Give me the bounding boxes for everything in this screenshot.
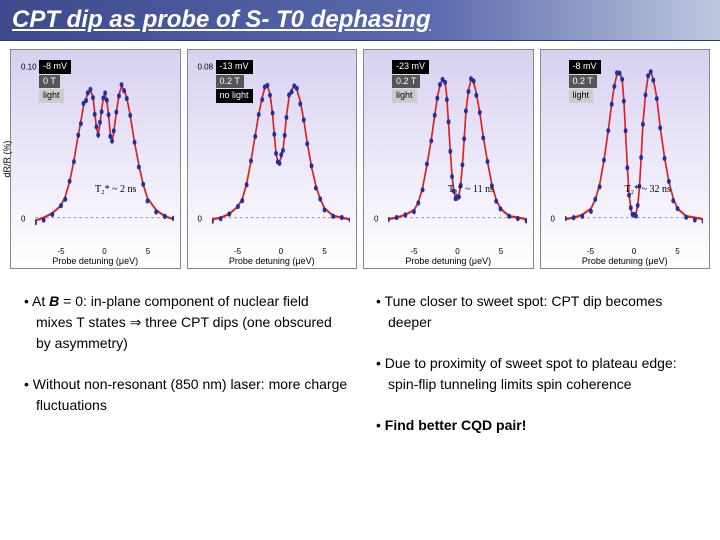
chart-3: -8 mV0.2 Tlight T₂* ~ 32 ns Probe detuning… bbox=[540, 49, 711, 269]
chart-1: -13 mV0.2 Tno lightProbe detuning (μeV)0… bbox=[187, 49, 358, 269]
bullet-item: Due to proximity of sweet spot to platea… bbox=[372, 353, 700, 395]
x-tick: 0 bbox=[102, 247, 106, 256]
info-line: 0.2 T bbox=[216, 75, 244, 89]
info-line: light bbox=[569, 89, 594, 103]
bullet-item: At B = 0: in-plane component of nuclear … bbox=[20, 291, 348, 354]
info-line: 0 T bbox=[39, 75, 60, 89]
x-tick: -5 bbox=[234, 247, 241, 256]
t2-label: T₂* ~ 32 ns bbox=[625, 184, 671, 195]
info-line: -8 mV bbox=[39, 60, 71, 74]
bullets-section: At B = 0: in-plane component of nuclear … bbox=[0, 273, 720, 456]
info-line: light bbox=[392, 89, 417, 103]
x-axis-label: Probe detuning (μeV) bbox=[52, 256, 138, 266]
info-line: -23 mV bbox=[392, 60, 429, 74]
x-tick: -5 bbox=[587, 247, 594, 256]
t2-label: T₂* ~ 11 ns bbox=[448, 184, 494, 195]
x-tick: 5 bbox=[146, 247, 150, 256]
chart-info-box: -8 mV0 Tlight bbox=[39, 60, 71, 104]
info-line: -8 mV bbox=[569, 60, 601, 74]
y-tick: 0.10 bbox=[21, 63, 37, 72]
chart-info-box: -13 mV0.2 Tno light bbox=[216, 60, 253, 104]
charts-row: -8 mV0 TlightT₂* ~ 2 nsdR/R (%)Probe det… bbox=[0, 41, 720, 273]
x-tick: 5 bbox=[499, 247, 503, 256]
x-tick: 0 bbox=[279, 247, 283, 256]
x-tick: 0 bbox=[455, 247, 459, 256]
slide-title: CPT dip as probe of S- T0 dephasing bbox=[12, 6, 431, 33]
left-column: At B = 0: in-plane component of nuclear … bbox=[20, 291, 348, 456]
x-tick: 5 bbox=[322, 247, 326, 256]
bullet-item: Tune closer to sweet spot: CPT dip becom… bbox=[372, 291, 700, 333]
info-line: -13 mV bbox=[216, 60, 253, 74]
bullet-item: Find better CQD pair! bbox=[372, 415, 700, 436]
y-axis-label: dR/R (%) bbox=[2, 140, 12, 177]
y-tick: 0 bbox=[374, 215, 378, 224]
x-tick: -5 bbox=[411, 247, 418, 256]
y-tick: 0 bbox=[551, 215, 555, 224]
chart-info-box: -8 mV0.2 Tlight bbox=[569, 60, 601, 104]
x-axis-label: Probe detuning (μeV) bbox=[229, 256, 315, 266]
x-tick: 0 bbox=[632, 247, 636, 256]
info-line: no light bbox=[216, 89, 253, 103]
info-line: 0.2 T bbox=[392, 75, 420, 89]
chart-0: -8 mV0 TlightT₂* ~ 2 nsdR/R (%)Probe det… bbox=[10, 49, 181, 269]
y-tick: 0.08 bbox=[198, 63, 214, 72]
info-line: 0.2 T bbox=[569, 75, 597, 89]
bullet-item: Without non-resonant (850 nm) laser: mor… bbox=[20, 374, 348, 416]
x-axis-label: Probe detuning (μeV) bbox=[405, 256, 491, 266]
x-tick: 5 bbox=[675, 247, 679, 256]
y-tick: 0 bbox=[198, 215, 202, 224]
right-column: Tune closer to sweet spot: CPT dip becom… bbox=[372, 291, 700, 456]
info-line: light bbox=[39, 89, 64, 103]
title-bar: CPT dip as probe of S- T0 dephasing bbox=[0, 0, 720, 41]
x-tick: -5 bbox=[58, 247, 65, 256]
x-axis-label: Probe detuning (μeV) bbox=[582, 256, 668, 266]
chart-info-box: -23 mV0.2 Tlight bbox=[392, 60, 429, 104]
t2-label: T₂* ~ 2 ns bbox=[95, 184, 136, 195]
y-tick: 0 bbox=[21, 215, 25, 224]
chart-2: -23 mV0.2 Tlight T₂* ~ 11 ns Probe detunin… bbox=[363, 49, 534, 269]
